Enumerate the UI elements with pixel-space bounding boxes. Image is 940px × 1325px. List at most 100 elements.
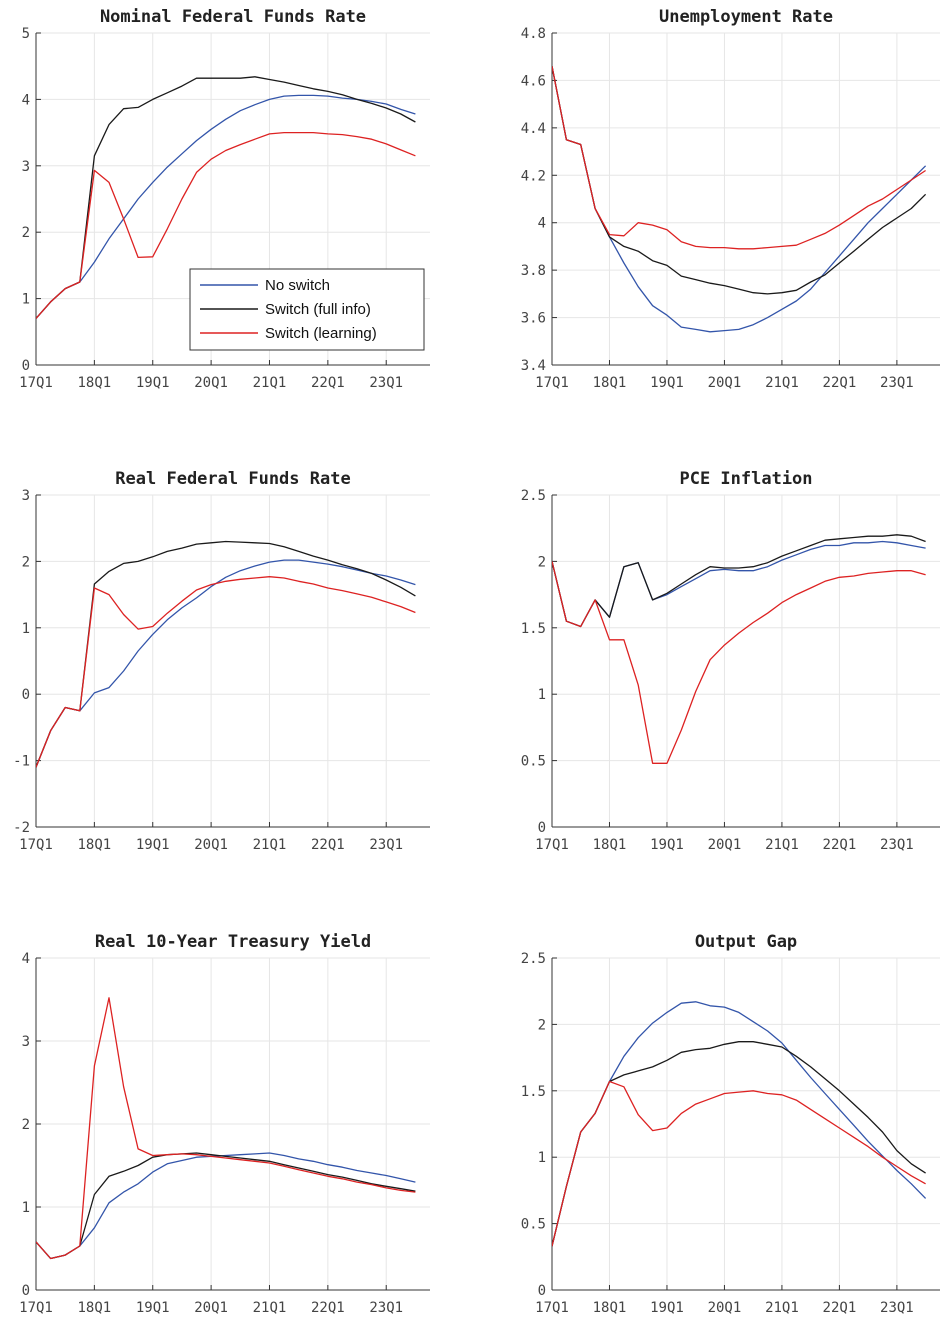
y-tick-label: 4: [22, 92, 30, 108]
series-line-switch-learning: [36, 997, 416, 1260]
y-tick-label: -2: [13, 820, 30, 836]
x-tick-label: 21Q1: [253, 375, 287, 391]
x-tick-label: 17Q1: [535, 375, 569, 391]
y-tick-label: 0: [22, 687, 30, 703]
panel-title: Nominal Federal Funds Rate: [100, 7, 366, 27]
panel-nominal-federal-funds-rate: 0 1 2 3 4 5 17Q1 18Q1 19Q1 20Q1 21Q1 22Q1 23Q1 Nomina…: [19, 7, 430, 391]
y-tick-label: 0: [22, 358, 30, 374]
x-tick-label: 23Q1: [369, 1300, 403, 1316]
legend: No switch Switch (full info) Switch (learn…: [189, 268, 425, 351]
series-line-no-switch: [552, 66, 927, 333]
legend-label-no-switch: No switch: [265, 277, 330, 294]
x-tick-label: 18Q1: [593, 375, 627, 391]
x-tick-label: 22Q1: [823, 1300, 857, 1316]
series-line-no-switch: [36, 1152, 416, 1260]
legend-label-switch-learning: Switch (learning): [265, 325, 377, 342]
x-tick-label: 20Q1: [194, 837, 228, 853]
y-tick-label: 3: [22, 1034, 30, 1050]
y-tick-label: 2: [538, 554, 546, 570]
y-tick-label: 5: [22, 26, 30, 42]
x-tick-label: 22Q1: [311, 837, 345, 853]
y-tick-label: 2: [22, 1117, 30, 1133]
panel-title: PCE Inflation: [679, 469, 812, 489]
panel-output-gap: 0 0.5 1 1.5 2 2.5 17Q1 18Q1 19Q1 20Q1 21Q1 22Q1 23Q1…: [521, 932, 940, 1316]
x-tick-label: 18Q1: [78, 1300, 112, 1316]
x-tick-label: 19Q1: [136, 837, 170, 853]
x-tick-label: 18Q1: [78, 375, 112, 391]
x-tick-label: 21Q1: [253, 837, 287, 853]
series-line-switch-learning: [36, 576, 416, 768]
x-tick-label: 20Q1: [708, 837, 742, 853]
y-tick-label: -1: [13, 754, 30, 770]
panel-pce-inflation: 0 0.5 1 1.5 2 2.5 17Q1 18Q1 19Q1 20Q1 21Q1 22Q1 23Q1…: [521, 469, 940, 853]
y-tick-label: 1.5: [521, 621, 546, 637]
x-tick-label: 20Q1: [708, 375, 742, 391]
y-tick-label: 3.6: [521, 311, 546, 327]
x-tick-label: 22Q1: [311, 1300, 345, 1316]
series-line-switch-full-info: [36, 1152, 416, 1260]
y-tick-label: 4: [538, 216, 546, 232]
series-line-no-switch: [36, 94, 416, 319]
x-tick-label: 23Q1: [369, 837, 403, 853]
series-line-switch-learning: [552, 561, 926, 764]
y-tick-label: 2.5: [521, 488, 546, 504]
y-tick-label: 0: [538, 820, 546, 836]
panel-title: Real Federal Funds Rate: [115, 469, 350, 489]
series-line-switch-learning: [552, 1080, 926, 1247]
y-tick-label: 1: [538, 687, 546, 703]
y-tick-label: 0: [22, 1283, 30, 1299]
series-line-no-switch: [552, 540, 926, 628]
y-tick-label: 3: [22, 488, 30, 504]
legend-label-switch-full-info: Switch (full info): [265, 301, 371, 318]
x-tick-label: 19Q1: [136, 375, 170, 391]
y-tick-label: 1.5: [521, 1084, 546, 1100]
y-tick-label: 2: [22, 554, 30, 570]
x-tick-label: 21Q1: [765, 375, 799, 391]
series-line-switch-learning: [36, 131, 416, 319]
y-tick-label: 3: [22, 159, 30, 175]
series-line-switch-full-info: [552, 66, 927, 295]
x-tick-label: 20Q1: [708, 1300, 742, 1316]
series-line-switch-full-info: [36, 76, 416, 319]
panel-real-federal-funds-rate: -2 -1 0 1 2 3 17Q1 18Q1 19Q1 20Q1 21Q1 22Q1 23Q1 Real…: [13, 469, 430, 853]
x-tick-label: 23Q1: [880, 1300, 914, 1316]
x-tick-label: 20Q1: [194, 375, 228, 391]
y-tick-label: 1: [22, 1200, 30, 1216]
x-tick-label: 17Q1: [535, 1300, 569, 1316]
x-tick-label: 23Q1: [880, 837, 914, 853]
series-line-no-switch: [552, 1001, 927, 1247]
panel-unemployment-rate: 3.4 3.6 3.8 4 4.2 4.4 4.6 4.8 17Q1 18Q1 19Q1 20Q1 21…: [521, 7, 940, 391]
y-tick-label: 1: [538, 1150, 546, 1166]
y-tick-label: 3.4: [521, 358, 546, 374]
x-tick-label: 18Q1: [593, 837, 627, 853]
x-tick-label: 19Q1: [650, 1300, 684, 1316]
y-tick-label: 0.5: [521, 754, 546, 770]
x-tick-label: 17Q1: [19, 837, 53, 853]
x-tick-label: 22Q1: [823, 375, 857, 391]
y-tick-label: 2: [538, 1017, 546, 1033]
y-tick-label: 2.5: [521, 951, 546, 967]
x-tick-label: 17Q1: [19, 1300, 53, 1316]
series-line-switch-full-info: [552, 534, 926, 628]
y-tick-label: 0.5: [521, 1217, 546, 1233]
x-tick-label: 22Q1: [311, 375, 345, 391]
y-tick-label: 0: [538, 1283, 546, 1299]
series-line-switch-learning: [552, 66, 926, 250]
y-tick-label: 2: [22, 225, 30, 241]
x-tick-label: 18Q1: [78, 837, 112, 853]
y-tick-label: 4.8: [521, 26, 546, 42]
x-tick-label: 17Q1: [535, 837, 569, 853]
y-tick-label: 1: [22, 292, 30, 308]
y-tick-label: 4.6: [521, 73, 546, 89]
x-tick-label: 21Q1: [253, 1300, 287, 1316]
x-tick-label: 22Q1: [823, 837, 857, 853]
y-tick-label: 4.4: [521, 121, 546, 137]
y-tick-label: 4.2: [521, 168, 546, 184]
series-line-switch-full-info: [36, 540, 416, 768]
x-tick-label: 23Q1: [369, 375, 403, 391]
x-tick-label: 23Q1: [880, 375, 914, 391]
x-tick-label: 21Q1: [765, 1300, 799, 1316]
panel-title: Real 10-Year Treasury Yield: [95, 932, 371, 952]
x-tick-label: 18Q1: [593, 1300, 627, 1316]
y-tick-label: 3.8: [521, 263, 546, 279]
